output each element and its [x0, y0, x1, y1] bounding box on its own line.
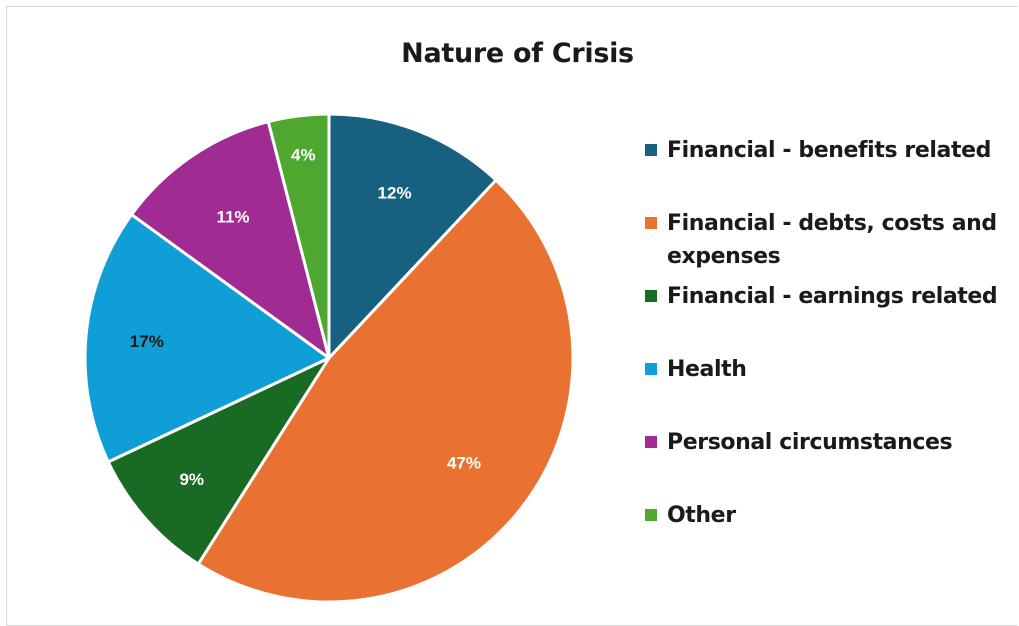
legend-swatch — [645, 217, 657, 229]
pie-slice-2 — [106, 356, 331, 566]
pie-data-label-0: 12% — [378, 183, 412, 202]
legend-swatch — [645, 509, 657, 521]
pie-data-label-1: 47% — [447, 454, 481, 473]
legend-swatch — [645, 436, 657, 448]
legend-label: Other — [667, 503, 736, 528]
pie-slice-3 — [83, 213, 331, 464]
legend-label: Health — [667, 357, 747, 382]
legend-swatch — [645, 144, 657, 156]
pie-data-label-5: 4% — [291, 146, 316, 165]
pie-chart: 12% 47% 9% 17% 11% 4% — [83, 112, 575, 604]
legend-label: Financial - debts, costs and expenses — [667, 211, 997, 269]
chart-title: Nature of Crisis — [401, 38, 634, 69]
pie-slices — [83, 112, 575, 604]
legend-swatch — [645, 290, 657, 302]
pie-data-labels: 12% 47% 9% 17% 11% 4% — [130, 146, 481, 489]
pie-slice-5 — [266, 112, 331, 360]
legend-label: Financial - benefits related — [667, 138, 991, 163]
pie-data-label-3: 17% — [130, 332, 164, 351]
legend-label: Personal circumstances — [667, 430, 953, 455]
pie-slice-0 — [327, 112, 498, 360]
legend-swatch — [645, 363, 657, 375]
pie-data-label-4: 11% — [216, 208, 249, 227]
pie-slice-4 — [130, 120, 331, 360]
pie-data-label-2: 9% — [179, 470, 204, 489]
legend-label: Financial - earnings related — [667, 284, 998, 309]
pie-slice-1 — [196, 178, 575, 604]
